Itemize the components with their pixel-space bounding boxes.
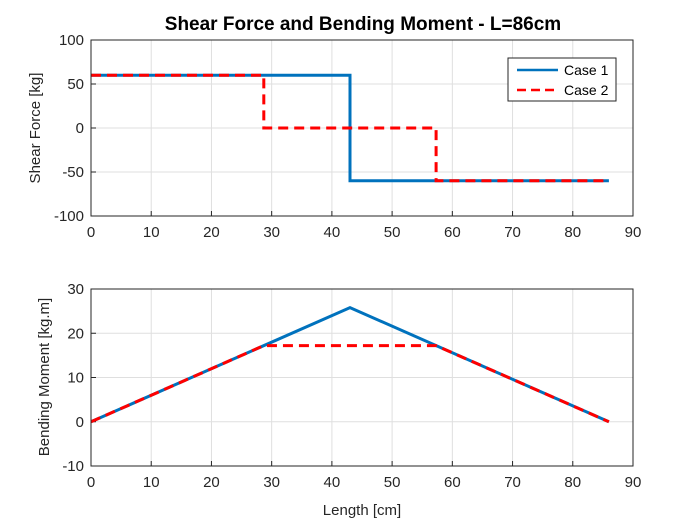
shear-force-x-tick-label: 30 [263,224,280,241]
bending-moment-y-tick-label: 0 [76,414,84,431]
bending-moment-x-ticks: 0 10 20 30 40 50 60 70 80 90 [87,474,642,491]
legend-label-case-1: Case 1 [564,62,609,78]
bending-moment-y-tick-label: -10 [62,458,84,475]
bending-moment-y-label: Bending Moment [kg.m] [36,298,53,456]
shear-force-y-label: Shear Force [kg] [27,73,44,184]
shear-force-y-tick-label: 50 [67,76,84,93]
shear-force-x-tick-label: 40 [324,224,341,241]
bending-moment-x-tick-label: 90 [625,474,642,491]
shear-force-y-tick-label: 0 [76,120,84,137]
shear-force-x-tick-label: 0 [87,224,95,241]
bending-moment-series [90,305,610,424]
bending-moment-y-tick-label: 10 [67,370,84,387]
shear-force-x-ticks: 0 10 20 30 40 50 60 70 80 90 [87,224,642,241]
bending-moment-x-tick-label: 50 [384,474,401,491]
shear-force-x-tick-label: 90 [625,224,642,241]
bending-moment-x-tick-label: 10 [143,474,160,491]
shear-force-x-tick-label: 20 [203,224,220,241]
bending-moment-series-case-2-line [90,344,610,424]
shear-force-series-case-2-line [91,73,609,183]
shear-force-plot: 0 10 20 30 40 50 60 70 80 90 100 50 0 -50 -100 Shear … [27,32,641,241]
shear-force-x-tick-label: 60 [444,224,461,241]
bending-moment-x-tick-label: 70 [504,474,521,491]
legend: Case 1 Case 2 [507,57,617,102]
shear-force-y-tick-label: -50 [62,164,84,181]
shear-force-y-tick-label: -100 [54,208,84,225]
legend-label-case-2: Case 2 [564,82,609,98]
chart-title: Shear Force and Bending Moment - L=86cm [165,14,561,35]
bending-moment-x-tick-label: 80 [564,474,581,491]
shear-force-x-tick-label: 80 [564,224,581,241]
shear-force-x-tick-label: 70 [504,224,521,241]
bending-moment-y-tick-label: 20 [67,325,84,342]
bending-moment-grid [90,288,634,467]
bending-moment-y-tick-label: 30 [67,281,84,298]
bending-moment-axes-frame [90,288,634,467]
bending-moment-x-tick-label: 40 [324,474,341,491]
legend-box [507,57,617,102]
shear-force-series [91,73,609,183]
shear-force-y-ticks: 100 50 0 -50 -100 [54,32,84,225]
bending-moment-y-ticks: 30 20 10 0 -10 [62,281,84,475]
shear-force-y-tick-label: 100 [59,32,84,49]
bending-moment-x-tick-label: 30 [263,474,280,491]
bending-moment-x-tick-label: 0 [87,474,95,491]
shear-force-x-tick-label: 10 [143,224,160,241]
shear-force-axes-frame [90,39,634,217]
bending-moment-x-tick-label: 60 [444,474,461,491]
bending-moment-x-tick-label: 20 [203,474,220,491]
bending-moment-x-label: Length [cm] [323,502,401,519]
shear-force-x-tick-label: 50 [384,224,401,241]
